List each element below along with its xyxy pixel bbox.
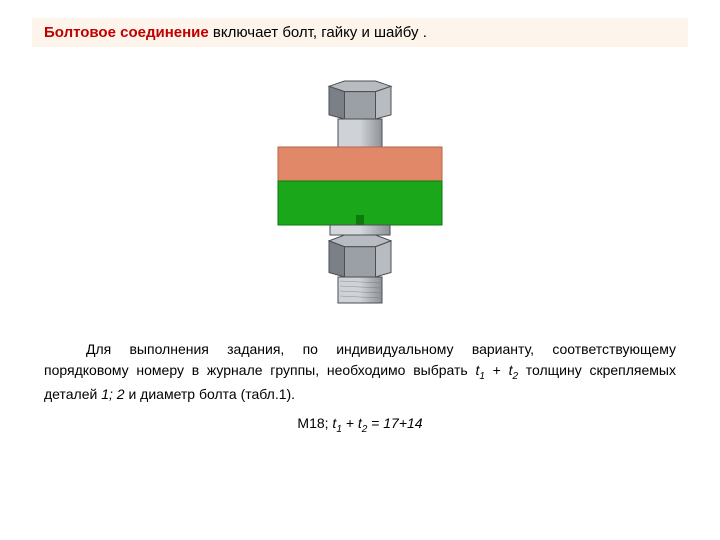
formula-eq: = 17+14 bbox=[367, 415, 422, 431]
body-paragraph: Для выполнения задания, по индивидуально… bbox=[44, 339, 676, 405]
formula-prefix: М18; bbox=[297, 415, 332, 431]
body-onetwo: 1; 2 bbox=[101, 386, 124, 402]
formula-plus: + bbox=[342, 415, 358, 431]
bolt-assembly-diagram bbox=[230, 71, 490, 311]
header-rest: включает болт, гайку и шайбу . bbox=[209, 24, 427, 41]
header-bar: Болтовое соединение включает болт, гайку… bbox=[32, 18, 688, 47]
body-plus: + bbox=[485, 362, 509, 378]
diagram-container bbox=[0, 71, 720, 311]
header-bold: Болтовое соединение bbox=[44, 24, 209, 41]
formula-line: М18; t1 + t2 = 17+14 bbox=[0, 415, 720, 435]
body-p1c: и диаметр болта (табл.1). bbox=[125, 386, 296, 402]
